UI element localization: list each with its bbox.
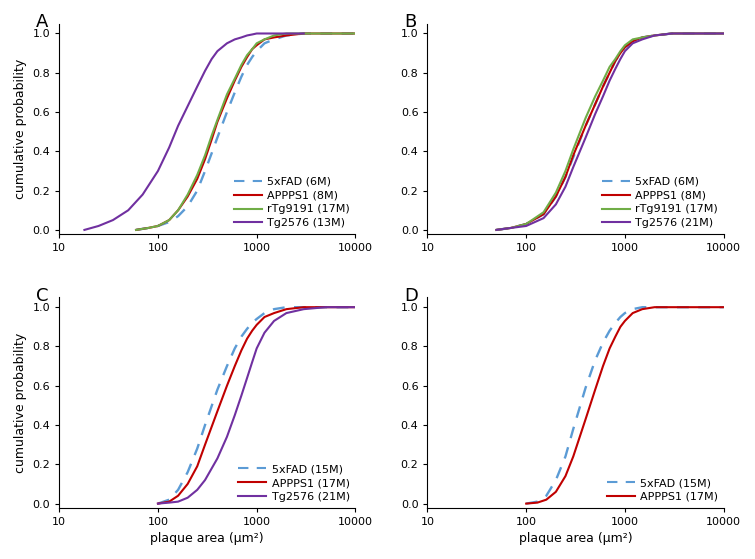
Legend: 5xFAD (6M), APPPS1 (8M), rTg9191 (17M), Tg2576 (21M): 5xFAD (6M), APPPS1 (8M), rTg9191 (17M), … <box>602 177 718 228</box>
Legend: 5xFAD (15M), APPPS1 (17M), Tg2576 (21M): 5xFAD (15M), APPPS1 (17M), Tg2576 (21M) <box>239 464 350 502</box>
Legend: 5xFAD (15M), APPPS1 (17M): 5xFAD (15M), APPPS1 (17M) <box>607 478 718 502</box>
Text: A: A <box>35 13 48 31</box>
Text: D: D <box>404 287 418 305</box>
Legend: 5xFAD (6M), APPPS1 (8M), rTg9191 (17M), Tg2576 (13M): 5xFAD (6M), APPPS1 (8M), rTg9191 (17M), … <box>234 177 350 228</box>
X-axis label: plaque area (μm²): plaque area (μm²) <box>150 532 264 545</box>
Y-axis label: cumulative probability: cumulative probability <box>14 59 27 199</box>
Y-axis label: cumulative probability: cumulative probability <box>14 332 27 472</box>
Text: C: C <box>35 287 48 305</box>
X-axis label: plaque area (μm²): plaque area (μm²) <box>519 532 633 545</box>
Text: B: B <box>404 13 416 31</box>
